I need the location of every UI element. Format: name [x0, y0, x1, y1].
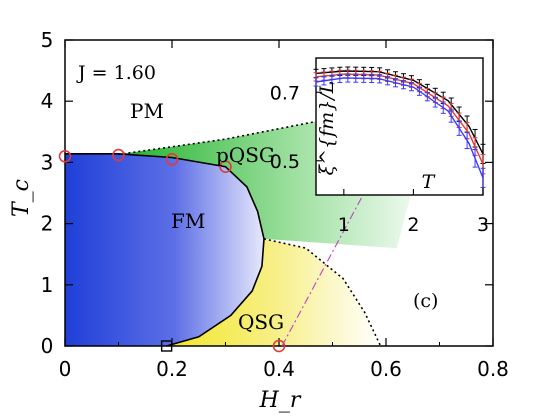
region-label-pqsg: pQSG [216, 143, 275, 167]
fm-boundary-line [65, 153, 265, 347]
qsg-boundary-line [263, 238, 382, 347]
inset-series-line [315, 73, 484, 165]
square-marker [160, 340, 173, 352]
y-tick-label: 2 [41, 212, 54, 236]
phase-point-marker [112, 148, 125, 162]
phase-boundaries [65, 85, 440, 347]
panel-label: (c) [413, 290, 438, 312]
annotation-j: J = 1.60 [76, 62, 156, 84]
inset-x-label: T [422, 171, 436, 193]
x-axis-label: H_r [259, 388, 302, 413]
phase-point-marker [165, 153, 179, 166]
region-label-fm: FM [171, 209, 205, 233]
inset-x-tick-label: 2 [407, 214, 419, 236]
phase-point-marker [58, 149, 72, 163]
y-tick-label: 3 [41, 150, 54, 174]
phase-point-marker [272, 339, 286, 353]
main-axis-ticks: 0 0.2 0.4 0.6 0.8 0 1 2 3 4 5 [41, 28, 509, 381]
inset-series-line [315, 77, 484, 179]
y-tick-label: 5 [41, 28, 54, 52]
inset-series [313, 66, 486, 188]
inset-y-label: ξ^{fm}/L [316, 81, 338, 176]
x-tick-label: 0.6 [370, 357, 402, 381]
x-tick-label: 0.2 [156, 357, 188, 381]
inset-y-tick-label: 0.7 [270, 82, 300, 104]
y-tick-label: 0 [41, 334, 54, 358]
inset-ticks: 1 2 3 0.5 0.7 [270, 82, 489, 236]
phase-point-marker [219, 160, 232, 173]
x-tick-label: 0 [59, 357, 72, 381]
y-axis-label: T_c [9, 179, 34, 217]
x-tick-label: 0.8 [477, 357, 509, 381]
inset-y-tick-label: 0.5 [270, 151, 300, 173]
region-fm [65, 153, 264, 346]
inset-x-tick-label: 1 [338, 214, 350, 236]
phase-markers [58, 148, 286, 353]
inset-x-tick-label: 3 [477, 214, 489, 236]
y-tick-label: 1 [41, 273, 54, 297]
inset-plot: 1 2 3 0.5 0.7 ξ^{fm}/L T [270, 57, 489, 236]
region-label-qsg: QSG [238, 310, 284, 334]
x-tick-label: 0.4 [263, 357, 295, 381]
inset-series-line [315, 70, 484, 155]
region-label-pm: PM [130, 99, 164, 123]
y-tick-label: 4 [41, 89, 54, 113]
